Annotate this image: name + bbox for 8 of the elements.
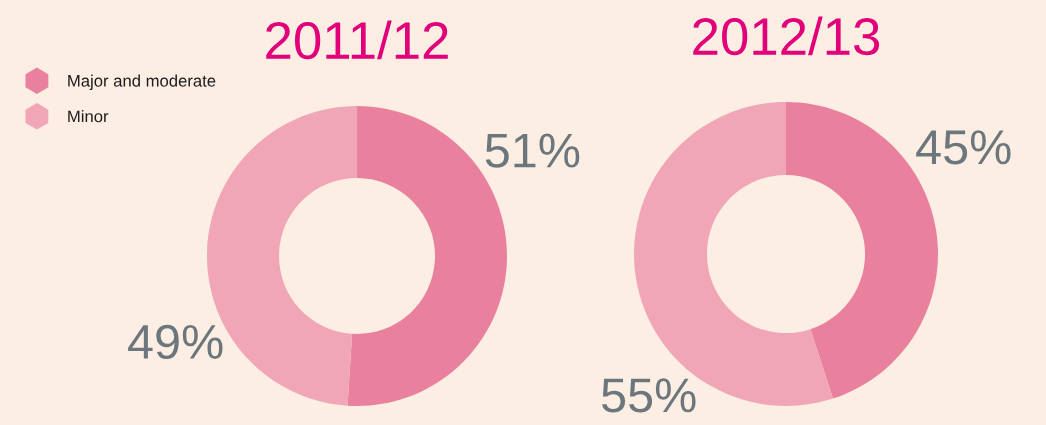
legend-label: Minor [68,110,109,123]
chart-title: 2012/13 [693,16,880,56]
legend-label: Major and moderate [68,74,216,91]
data-label: 49% [128,324,223,360]
data-label: 45% [916,130,1011,165]
data-label: 51% [485,133,580,168]
data-label: 55% [601,378,696,413]
chart-title: 2011/12 [266,20,448,60]
